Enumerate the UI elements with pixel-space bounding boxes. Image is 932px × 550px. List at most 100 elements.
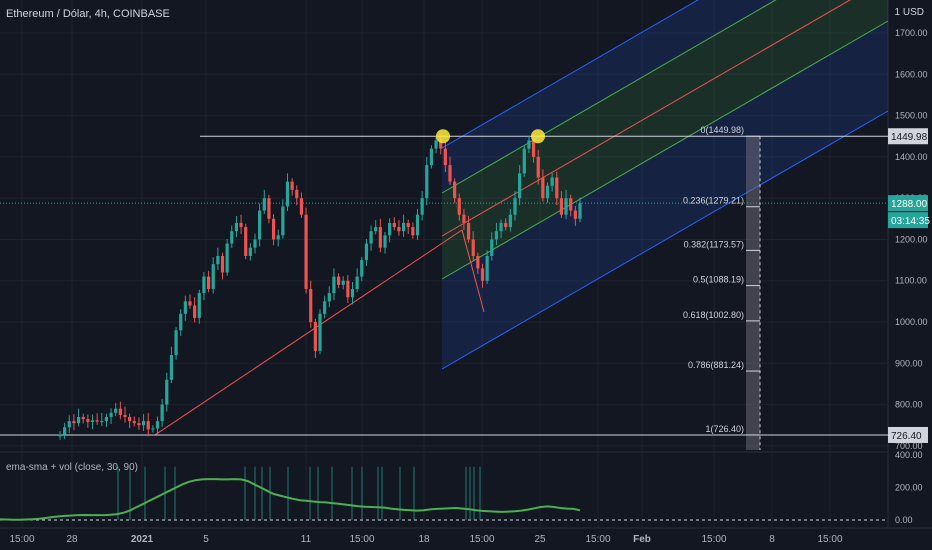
candle-body [494, 231, 499, 240]
candle-body [545, 185, 550, 199]
indicator-tick-label: 400.00 [895, 450, 923, 460]
candle-body [262, 198, 266, 211]
candle-body [420, 198, 424, 215]
price-tick-label: 1500.00 [895, 111, 928, 121]
candle-body [434, 140, 438, 149]
candle-body [271, 218, 276, 240]
candle-body [239, 222, 243, 228]
price-tick-label: 1600.00 [895, 69, 928, 79]
candle-body [179, 313, 183, 331]
time-tick-label: 28 [66, 534, 78, 545]
candle-body [267, 198, 271, 219]
price-tick-label: 1400.00 [895, 152, 928, 162]
peak-marker [531, 129, 545, 144]
candle-body [211, 264, 215, 289]
candle-body [360, 260, 364, 277]
candle-body [244, 227, 248, 256]
candle-body [350, 288, 355, 298]
candle-body [504, 222, 508, 228]
candle-body [490, 239, 494, 256]
price-tag-top-bg [888, 128, 928, 145]
candle-body [188, 301, 192, 306]
candle-body [383, 235, 387, 248]
candle-body [369, 231, 373, 244]
candle-body [137, 423, 141, 426]
candle-body [313, 322, 317, 351]
candle-body [128, 416, 132, 422]
price-tick-label: 1200.00 [895, 234, 928, 244]
fib-range-bar [746, 136, 760, 450]
candle-body [559, 198, 564, 215]
candle-body [220, 255, 225, 273]
candle-body [411, 227, 415, 236]
candle-body [578, 203, 582, 219]
candle-body [327, 293, 331, 302]
candle-body [299, 198, 304, 215]
candle-body [457, 198, 461, 215]
candle-body [388, 222, 392, 236]
price-tick-label: 1100.00 [895, 276, 927, 286]
currency-label[interactable]: 1 USD [894, 7, 924, 18]
indicator-label[interactable]: ema-sma + vol (close, 30, 90) [6, 462, 138, 473]
time-tick-label: 15:00 [817, 534, 842, 545]
candle-body [415, 214, 420, 236]
candle-body [206, 276, 211, 289]
candle-body [318, 313, 322, 351]
candle-body [197, 293, 201, 318]
candle-body [397, 227, 401, 232]
candle-body [285, 181, 290, 207]
price-tick-label: 700.00 [895, 441, 923, 451]
channel-line-lower-green [441, 20, 889, 280]
candle-body [160, 404, 164, 422]
candle-body [202, 276, 206, 294]
candle-body [508, 214, 512, 228]
candle-body [248, 247, 252, 256]
candle-body [132, 421, 136, 424]
candle-body [527, 140, 531, 149]
time-tick-label: 11 [301, 534, 312, 545]
time-tick-label: Feb [633, 534, 651, 545]
candle-body [364, 243, 369, 261]
candle-body [114, 408, 118, 413]
candle-body [541, 177, 545, 199]
candle-body [225, 243, 229, 273]
time-tick-label: 5 [203, 534, 209, 545]
candle-body [72, 421, 76, 424]
price-tag-last: 1288.00 [891, 199, 928, 210]
price-tag-bottom: 726.40 [891, 431, 922, 442]
price-tag-bottom-bg [888, 426, 928, 443]
candle-body [67, 421, 71, 428]
channel-blue-lower [442, 21, 888, 369]
time-tick-label: 25 [534, 534, 546, 545]
candle-body [104, 416, 109, 422]
price-tick-label: 1700.00 [895, 28, 928, 38]
candle-body [425, 165, 429, 199]
candle-body [216, 255, 220, 265]
candle-body [480, 268, 485, 281]
candle-body [295, 189, 299, 199]
channel-line-bottom [441, 110, 889, 370]
fib-level-label: 0.382(1173.57) [684, 239, 744, 249]
fib-level-label: 0.786(881.24) [688, 360, 744, 370]
candle-body [290, 181, 294, 190]
candle-body [141, 421, 146, 426]
price-tick-label: 800.00 [895, 400, 923, 410]
price-tick-label: 1000.00 [895, 317, 928, 327]
candle-body [462, 214, 466, 223]
time-tick-label: 2021 [131, 534, 154, 545]
candle-body [118, 408, 122, 415]
time-tick-label: 15:00 [349, 534, 374, 545]
peak-marker [436, 129, 450, 144]
candle-body [86, 419, 90, 422]
candle-body [392, 222, 396, 228]
candle-body [522, 148, 526, 174]
chart-title: Ethereum / Dólar, 4h, COINBASE [6, 8, 170, 20]
candle-body [169, 355, 174, 380]
fib-level-label: 0.236(1279.21) [683, 196, 744, 206]
pivot-line [461, 229, 485, 313]
candle-body [332, 276, 336, 294]
time-tick-label: 15:00 [469, 534, 494, 545]
channel-green [442, 0, 888, 279]
candle-body [476, 255, 480, 269]
